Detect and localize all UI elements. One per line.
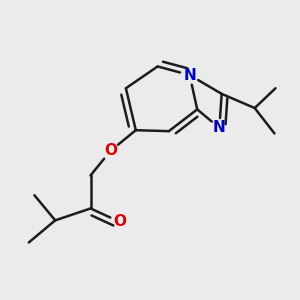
Text: N: N bbox=[183, 68, 196, 82]
Text: O: O bbox=[113, 214, 126, 229]
Text: O: O bbox=[104, 143, 117, 158]
Text: N: N bbox=[213, 120, 226, 135]
